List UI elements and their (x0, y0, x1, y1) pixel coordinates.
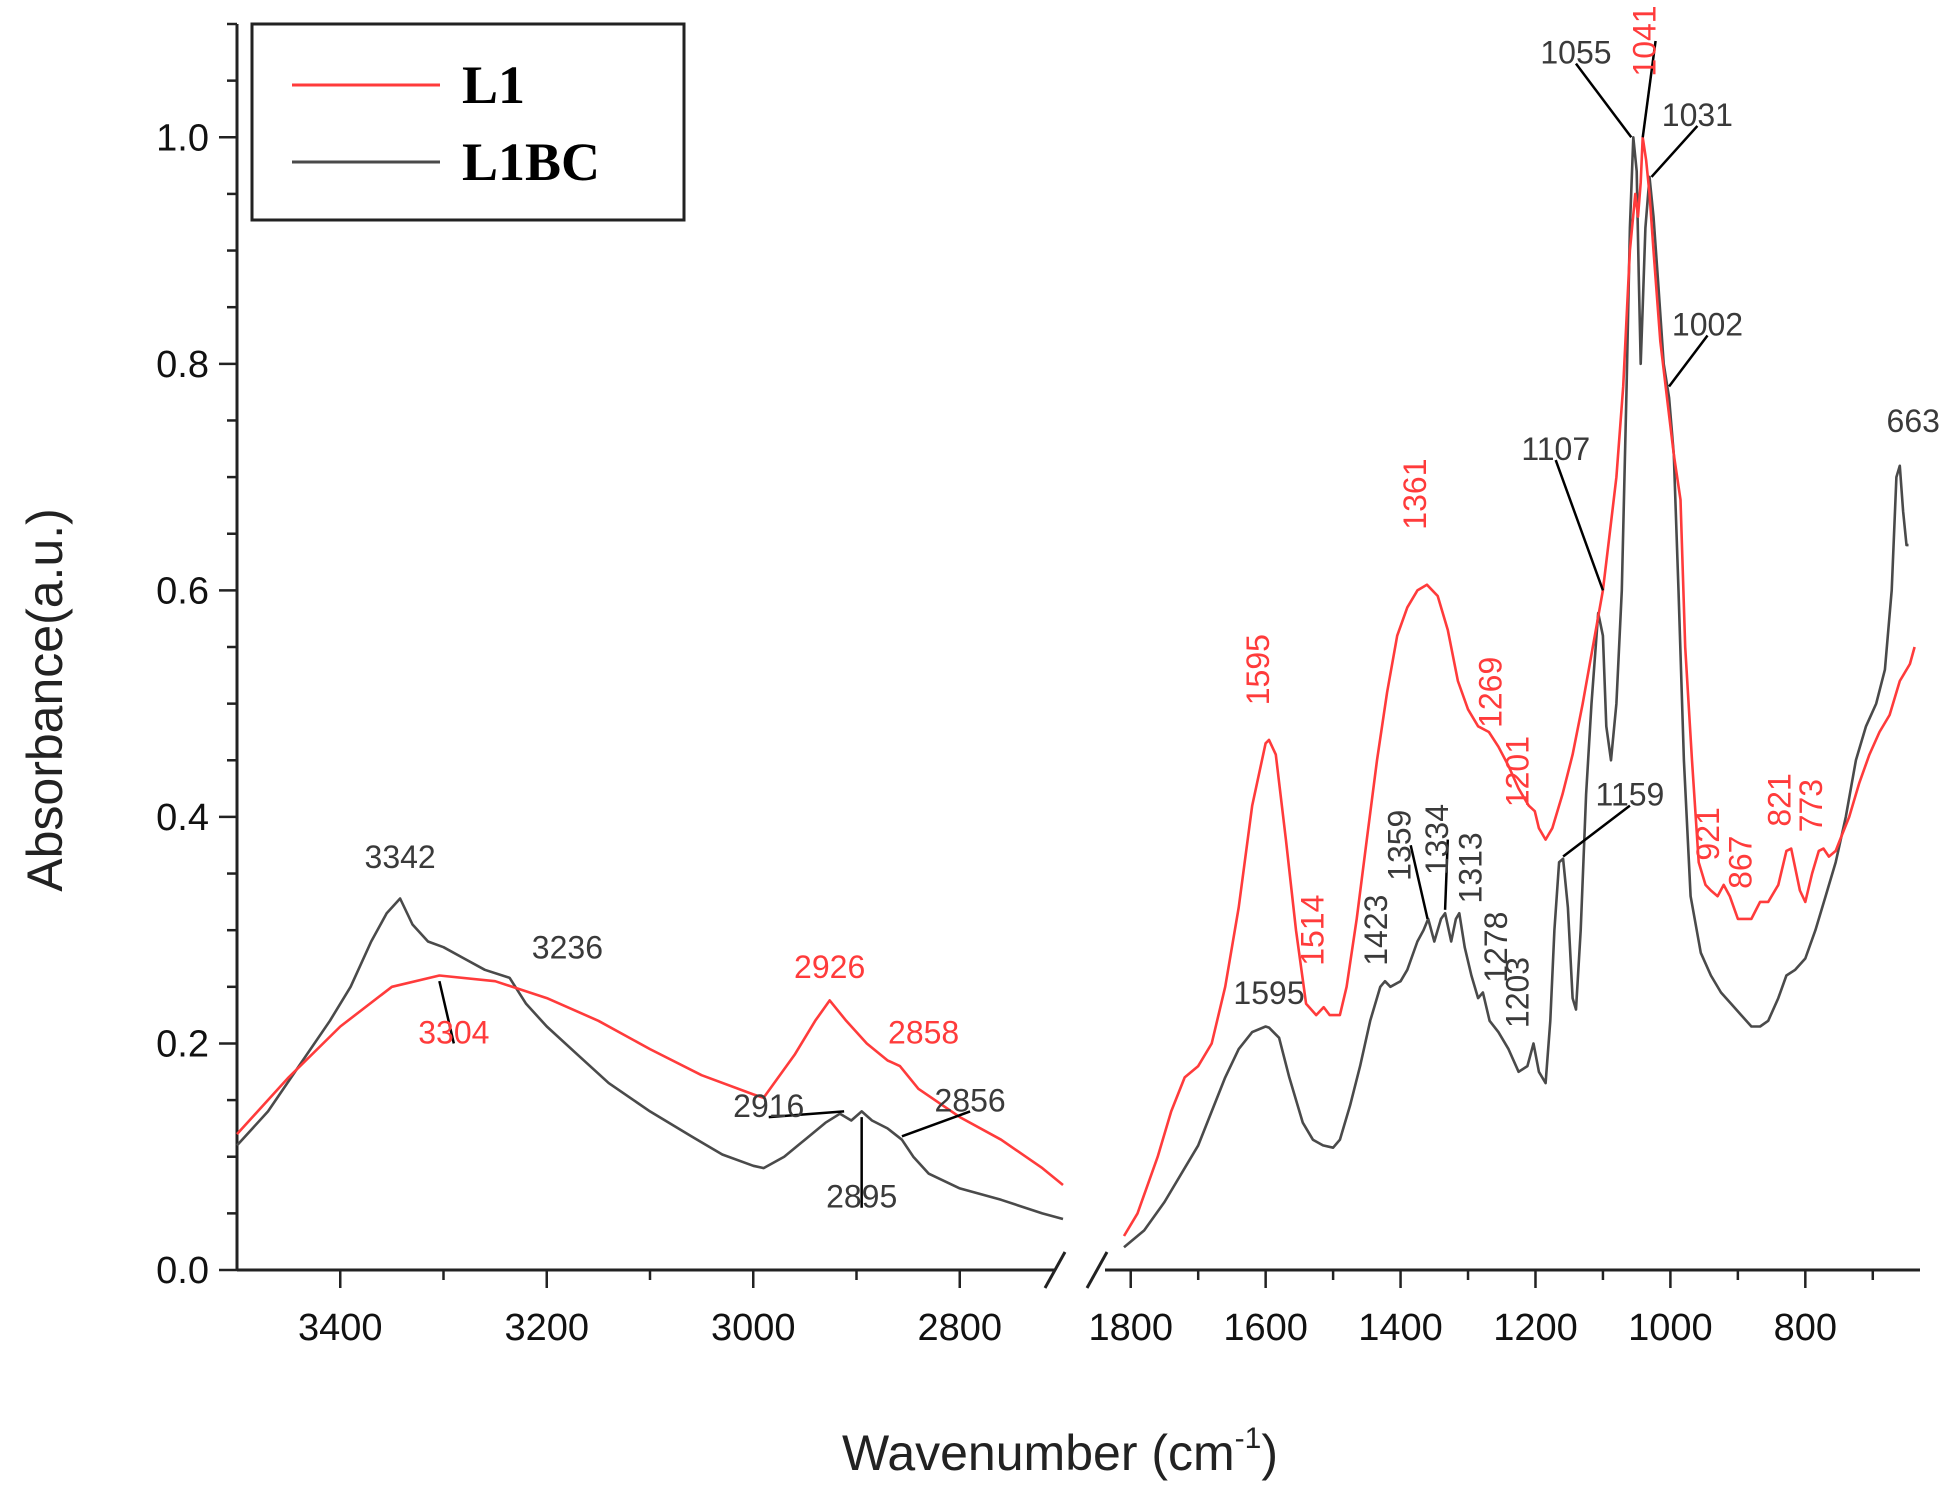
peak-label: 3236 (532, 930, 603, 966)
peak-label: 1055 (1540, 35, 1611, 71)
annotation-leader (768, 1110, 845, 1119)
peak-label: 663 (1887, 403, 1940, 439)
annotation-leader (1409, 844, 1429, 920)
annotation-leader (1574, 62, 1633, 139)
peak-label: 1334 (1419, 804, 1455, 875)
x-axis-title-main: Wavenumber (cm (842, 1425, 1235, 1481)
y-tick-label: 0.2 (156, 1023, 209, 1065)
peak-label: 1359 (1382, 810, 1418, 881)
y-tick-label: 1.0 (156, 117, 209, 159)
x-tick-label: 800 (1774, 1307, 1837, 1349)
peak-label: 1514 (1295, 895, 1331, 966)
peak-label: 1269 (1473, 657, 1509, 728)
peak-label: 1595 (1240, 634, 1276, 705)
peak-label: 773 (1793, 779, 1829, 832)
peak-label: 1041 (1627, 5, 1663, 76)
axis-break-mark (1085, 1251, 1109, 1289)
series-line-l1 (1122, 136, 1916, 1237)
peak-label: 821 (1761, 773, 1797, 826)
annotation-leader (1554, 459, 1605, 591)
series-line-l1 (236, 974, 1064, 1187)
peak-label: 1361 (1397, 458, 1433, 529)
annotation-leader (1668, 334, 1709, 388)
annotation-leader (1650, 125, 1699, 178)
legend-box (250, 22, 686, 222)
y-axis-title: Absorbance(a.u.) (17, 508, 73, 892)
x-tick-label: 3400 (298, 1307, 383, 1349)
peak-label: 867 (1722, 836, 1758, 889)
annotation-leader (1562, 804, 1631, 858)
peak-label: 1031 (1662, 97, 1733, 133)
x-tick-label: 1400 (1358, 1307, 1443, 1349)
annotation-layer: 3342 3304 3236 2926 2858 2916 2895 2856 1595 1514… (365, 5, 1940, 1214)
tick-layer: 0.0 0.2 0.4 0.6 0.8 1.0 3400 3200 3000 2800 1800 16… (156, 22, 1875, 1349)
peak-label: 1595 (1233, 975, 1304, 1011)
x-tick-label: 1000 (1628, 1307, 1713, 1349)
peak-label: 2895 (826, 1179, 897, 1215)
x-tick-label: 1200 (1493, 1307, 1578, 1349)
peak-label: 1203 (1500, 957, 1536, 1028)
peak-label: 2856 (934, 1082, 1005, 1118)
peak-label: 2926 (794, 949, 865, 985)
peak-label: 1201 (1500, 736, 1536, 807)
series-layer (236, 136, 1916, 1249)
y-tick-label: 0.0 (156, 1250, 209, 1292)
x-axis-title-sup: -1 (1235, 1422, 1262, 1455)
legend-label-l1bc: L1BC (462, 132, 600, 192)
x-tick-label: 2800 (917, 1307, 1002, 1349)
legend-label-l1: L1 (462, 55, 525, 115)
peak-label: 3304 (418, 1014, 489, 1050)
peak-label: 921 (1690, 807, 1726, 860)
peak-label: 1159 (1596, 777, 1665, 813)
x-axis-title: Wavenumber (cm-1) (842, 1422, 1278, 1481)
annotation-leader (1443, 839, 1450, 910)
series-line-l1bc (1123, 136, 1909, 1249)
y-tick-label: 0.4 (156, 797, 209, 839)
peak-label: 1278 (1478, 912, 1514, 983)
peak-label: 1313 (1453, 832, 1489, 903)
series-line-l1bc (236, 897, 1064, 1221)
y-tick-label: 0.6 (156, 570, 209, 612)
axis-break-mark (1043, 1251, 1067, 1289)
x-tick-label: 3200 (504, 1307, 589, 1349)
peak-label: 1002 (1672, 307, 1743, 343)
peak-label: 1107 (1521, 431, 1590, 467)
annotation-leader (1641, 40, 1657, 138)
peak-label: 3342 (365, 839, 436, 875)
peak-label: 2916 (733, 1088, 804, 1124)
y-tick-label: 0.8 (156, 344, 209, 386)
x-tick-label: 1800 (1088, 1307, 1173, 1349)
peak-label: 2858 (888, 1014, 959, 1050)
annotation-leader (438, 980, 456, 1044)
annotation-leader (901, 1110, 971, 1138)
x-axis-title-close: ) (1261, 1425, 1278, 1481)
peak-label: 1423 (1358, 895, 1394, 966)
legend: L1 L1BC (250, 22, 686, 222)
x-tick-label: 3000 (711, 1307, 796, 1349)
x-tick-label: 1600 (1223, 1307, 1308, 1349)
